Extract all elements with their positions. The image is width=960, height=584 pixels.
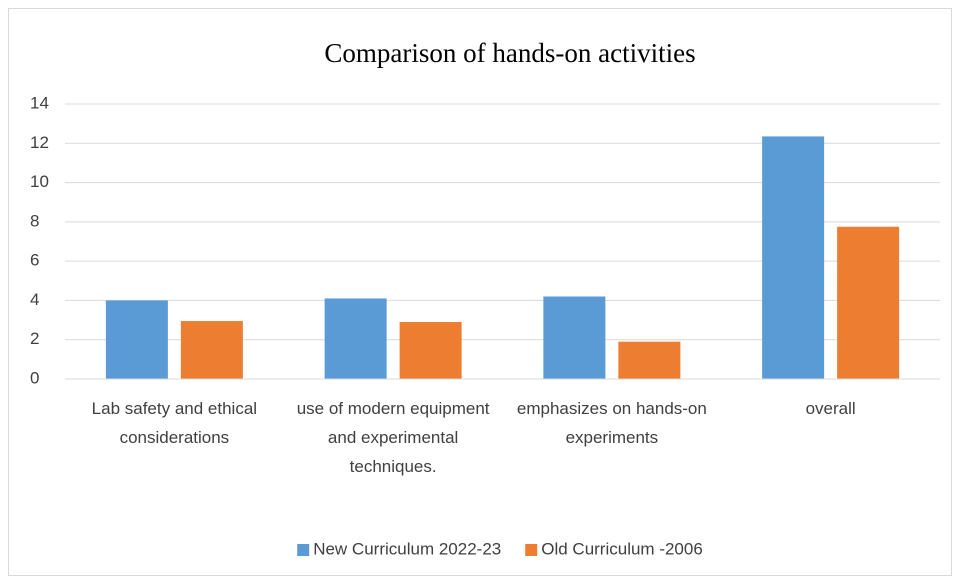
legend-item: New Curriculum 2022-23 (297, 539, 501, 558)
y-tick-label: 10 (30, 172, 49, 191)
legend-item: Old Curriculum -2006 (525, 539, 703, 558)
bar (324, 298, 387, 379)
y-tick-label: 8 (30, 211, 39, 230)
bar (762, 136, 825, 379)
y-tick-label: 2 (30, 329, 39, 348)
x-tick-line: experiments (566, 428, 659, 447)
bar (399, 322, 462, 379)
legend-swatch (297, 544, 310, 556)
bar (105, 300, 168, 379)
chart-title: Comparison of hands-on activities (324, 38, 695, 68)
bar (543, 296, 606, 379)
bar (837, 226, 900, 379)
y-tick-label: 12 (30, 133, 49, 152)
x-tick-label: Lab safety and ethical considerations (92, 399, 257, 447)
y-tick-label: 6 (30, 251, 39, 270)
y-tick-label: 0 (30, 368, 39, 387)
x-tick-label: overall (806, 399, 856, 418)
x-tick-label: use of modern equipment and experimental t… (297, 399, 490, 476)
x-tick-line: considerations (120, 428, 230, 447)
bar (618, 341, 681, 379)
x-tick-line: emphasizes on hands-on (517, 399, 707, 418)
x-tick-line: overall (806, 399, 856, 418)
legend-label: Old Curriculum -2006 (541, 539, 703, 558)
y-tick-label: 14 (30, 93, 49, 112)
x-tick-line: and experimental (328, 428, 458, 447)
legend-label: New Curriculum 2022-23 (313, 539, 501, 558)
x-tick-line: techniques. (350, 457, 437, 476)
y-tick-label: 4 (30, 290, 39, 309)
bar (180, 321, 243, 379)
x-tick-label: emphasizes on hands-on experiments (517, 399, 707, 447)
x-tick-line: Lab safety and ethical (92, 399, 257, 418)
legend-swatch (525, 544, 538, 556)
x-tick-line: use of modern equipment (297, 399, 490, 418)
